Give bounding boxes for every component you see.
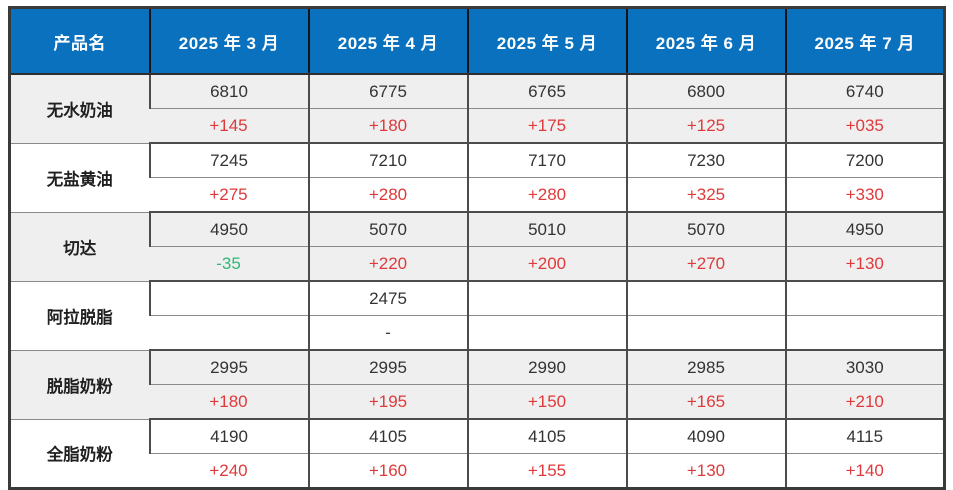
change-cell: +280 [307,177,468,213]
change-row: +145 +180 +175 +125 +035 [10,108,945,144]
change-cell: +195 [307,384,468,420]
change-cell [149,315,309,351]
change-cell [466,315,627,351]
product-name-cell: 无水奶油 [9,74,150,144]
change-cell: +035 [784,108,945,144]
change-cell: +240 [149,453,309,489]
change-cell: +220 [307,246,468,282]
product-name-cell: 切达 [9,212,150,282]
price-cell: 5070 [307,212,468,247]
change-cell: +330 [784,177,945,213]
price-cell [466,281,627,316]
product-name-cell: 无盐黄油 [9,143,150,213]
header-product-name: 产品名 [9,7,150,75]
table-body: 无水奶油 6810 6775 6765 6800 6740 +145 +180 +175 +1… [9,74,945,489]
price-cell: 7170 [466,143,627,178]
change-cell: +325 [625,177,786,213]
price-cell [148,281,309,316]
price-cell: 6765 [466,74,627,109]
price-cell: 2475 [307,281,468,316]
price-cell: 2995 [307,350,468,385]
change-cell: +280 [466,177,627,213]
change-row: +180 +195 +150 +165 +210 [10,384,945,420]
change-row: -35 +220 +200 +270 +130 [10,246,945,282]
product-name-cell: 阿拉脱脂 [9,281,150,351]
price-cell: 2995 [148,350,309,385]
change-cell: +180 [307,108,468,144]
price-cell: 4105 [466,419,627,454]
change-cell: +165 [625,384,786,420]
change-cell: - [307,315,468,351]
change-row: - [10,315,945,351]
header-month-2: 2025 年 4 月 [307,7,468,75]
price-cell: 4090 [625,419,786,454]
price-cell: 2990 [466,350,627,385]
price-row: 无盐黄油 7245 7210 7170 7230 7200 [9,143,945,213]
price-cell: 7200 [784,143,945,178]
change-cell [625,315,786,351]
change-cell: +125 [625,108,786,144]
change-cell: +130 [784,246,945,282]
price-cell: 5010 [466,212,627,247]
header-month-3: 2025 年 5 月 [466,7,627,75]
change-cell: +140 [784,453,945,489]
change-cell: +275 [149,177,309,213]
price-row: 无水奶油 6810 6775 6765 6800 6740 [9,74,945,144]
price-cell: 2985 [625,350,786,385]
change-cell [784,315,945,351]
price-cell: 3030 [784,350,945,385]
price-cell: 4115 [784,419,945,454]
price-cell: 6800 [625,74,786,109]
change-cell: +155 [466,453,627,489]
price-cell: 7230 [625,143,786,178]
price-table-container: 产品名 2025 年 3 月 2025 年 4 月 2025 年 5 月 202… [8,6,946,490]
product-name-cell: 脱脂奶粉 [9,350,150,420]
change-cell: +180 [149,384,309,420]
product-name-cell: 全脂奶粉 [9,419,150,489]
change-cell: +130 [625,453,786,489]
price-cell: 7245 [148,143,309,178]
change-cell: +270 [625,246,786,282]
price-row: 全脂奶粉 4190 4105 4105 4090 4115 [9,419,945,489]
price-row: 切达 4950 5070 5010 5070 4950 [9,212,945,282]
header-month-1: 2025 年 3 月 [148,7,309,75]
price-row: 阿拉脱脂 2475 [9,281,945,351]
price-cell: 4190 [148,419,309,454]
header-row: 产品名 2025 年 3 月 2025 年 4 月 2025 年 5 月 202… [9,7,945,75]
change-cell: +175 [466,108,627,144]
change-cell: +200 [466,246,627,282]
price-cell: 4950 [784,212,945,247]
change-row: +240 +160 +155 +130 +140 [10,453,945,489]
price-cell: 4105 [307,419,468,454]
price-cell: 4950 [148,212,309,247]
dairy-price-table: 产品名 2025 年 3 月 2025 年 4 月 2025 年 5 月 202… [8,6,946,490]
change-cell: +160 [307,453,468,489]
price-cell: 6740 [784,74,945,109]
change-row: +275 +280 +280 +325 +330 [10,177,945,213]
table-header: 产品名 2025 年 3 月 2025 年 4 月 2025 年 5 月 202… [9,7,945,75]
price-row: 脱脂奶粉 2995 2995 2990 2985 3030 [9,350,945,420]
header-month-5: 2025 年 7 月 [784,7,945,75]
price-cell: 5070 [625,212,786,247]
change-cell: +145 [149,108,309,144]
change-cell: +210 [784,384,945,420]
change-cell: +150 [466,384,627,420]
price-cell: 6775 [307,74,468,109]
price-cell: 6810 [148,74,309,109]
price-cell [625,281,786,316]
price-cell: 7210 [307,143,468,178]
header-month-4: 2025 年 6 月 [625,7,786,75]
change-cell: -35 [149,246,309,282]
price-cell [784,281,945,316]
